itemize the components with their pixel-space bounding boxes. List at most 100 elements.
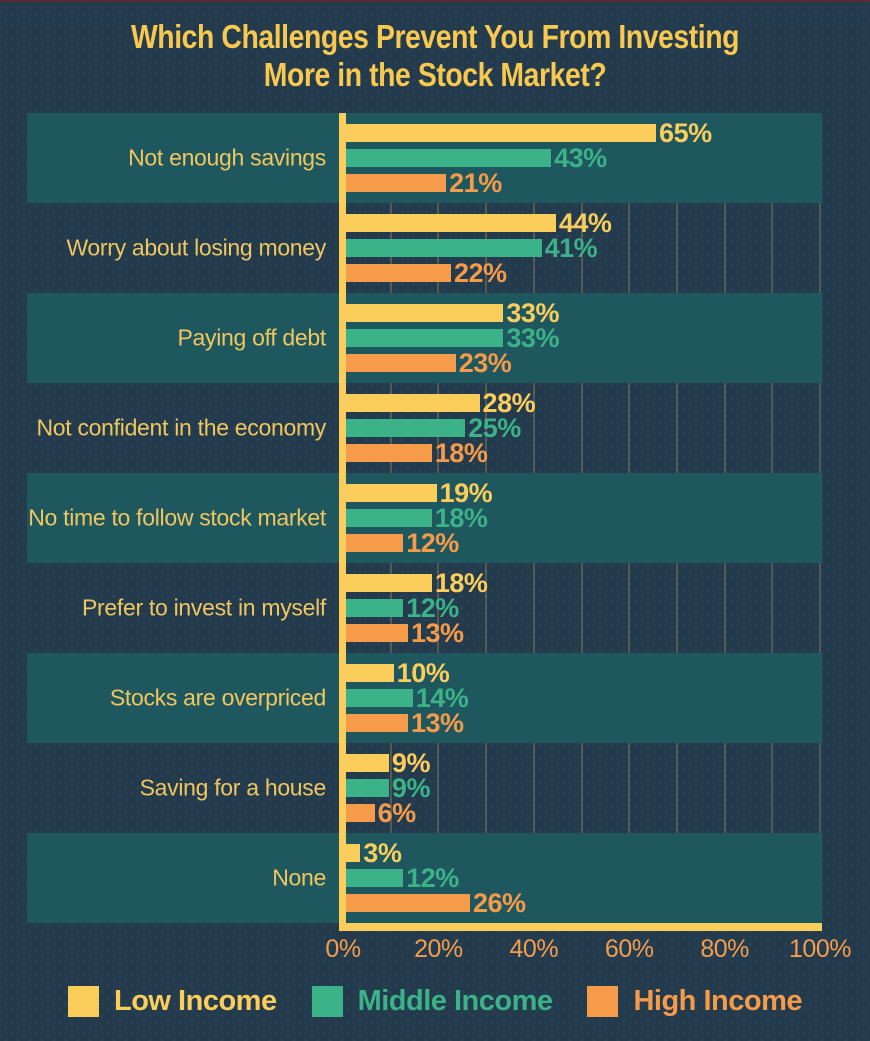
bar-value-label: 18% <box>434 502 488 533</box>
legend-swatch <box>311 985 343 1017</box>
category-label: No time to follow stock market <box>28 504 326 531</box>
bar-group: 3% 12% 26% <box>346 838 526 918</box>
plot-area: Not enough savings 65% 43% 21% Worry about l… <box>0 113 870 933</box>
bar-low-income <box>346 574 432 592</box>
chart-row: No time to follow stock market 19% 18% 12% <box>0 473 870 563</box>
bar-group: 19% 18% 12% <box>346 478 493 558</box>
bar-line: 12% <box>346 528 492 558</box>
bar-middle-income <box>346 329 504 347</box>
bar-value-label: 18% <box>434 567 488 598</box>
legend-item-high-income: High Income <box>587 985 802 1018</box>
chart-title: Which Challenges Prevent You From Invest… <box>61 18 809 94</box>
bar-line: 26% <box>346 888 526 918</box>
x-tick-label-80: 80% <box>700 935 749 963</box>
bar-group: 10% 14% 13% <box>346 658 469 738</box>
category-label: None <box>272 864 326 891</box>
bar-group: 44% 41% 22% <box>346 208 612 288</box>
bar-value-label: 43% <box>554 142 607 173</box>
legend-label: Middle Income <box>357 984 553 1017</box>
bar-value-label: 25% <box>468 412 521 443</box>
bar-line: 22% <box>346 258 611 288</box>
bar-group: 9% 9% 6% <box>346 748 430 828</box>
chart-row: Not confident in the economy 28% 25% 18% <box>0 383 870 473</box>
bar-low-income <box>346 124 657 142</box>
category-label: Not enough savings <box>128 144 326 171</box>
legend-swatch <box>68 985 99 1017</box>
bar-line: 28% <box>346 388 536 418</box>
bar-value-label: 19% <box>439 477 493 508</box>
legend-item-middle-income: Middle Income <box>311 984 553 1018</box>
chart-row: None 3% 12% 26% <box>0 833 870 923</box>
legend-item-low-income: Low Income <box>68 985 277 1018</box>
bar-middle-income <box>346 869 404 887</box>
row-band <box>27 653 822 743</box>
chart-row: Paying off debt 33% 33% 23% <box>0 293 870 383</box>
bar-value-label: 33% <box>506 297 559 328</box>
legend: Low Income Middle Income High Income <box>0 982 870 1020</box>
x-tick-label-20: 20% <box>414 935 463 963</box>
bar-middle-income <box>346 149 552 167</box>
bar-value-label: 22% <box>453 257 507 288</box>
bar-line: 33% <box>346 323 559 353</box>
bar-value-label: 26% <box>473 887 526 918</box>
bar-value-label: 65% <box>659 117 712 148</box>
chart-title-line-1: Which Challenges Prevent You From Invest… <box>130 18 740 55</box>
bar-line: 9% <box>346 773 430 803</box>
bar-value-label: 9% <box>391 772 431 803</box>
chart-row: Stocks are overpriced 10% 14% 13% <box>0 653 870 743</box>
x-tick-label-0: 0% <box>325 935 361 963</box>
bar-value-label: 41% <box>544 232 598 263</box>
bar-middle-income <box>346 779 389 797</box>
chart-row: Saving for a house 9% 9% 6% <box>0 743 870 833</box>
bar-line: 44% <box>346 208 612 238</box>
chart-row: Not enough savings 65% 43% 21% <box>0 113 870 203</box>
bar-value-label: 28% <box>482 387 536 418</box>
chart-row: Prefer to invest in myself 18% 12% 13% <box>0 563 870 653</box>
bar-line: 9% <box>346 748 430 778</box>
bar-high-income <box>346 444 432 462</box>
bar-middle-income <box>346 419 466 437</box>
chart-row: Worry about losing money 44% 41% 22% <box>0 203 870 293</box>
bar-line: 41% <box>346 233 611 263</box>
category-label: Paying off debt <box>177 324 326 351</box>
bar-line: 14% <box>346 683 469 713</box>
bar-value-label: 13% <box>411 617 464 648</box>
bar-low-income <box>346 304 504 322</box>
bar-line: 18% <box>346 503 492 533</box>
bar-value-label: 12% <box>406 527 459 558</box>
bar-low-income <box>346 484 437 502</box>
bar-value-label: 6% <box>377 797 417 828</box>
x-axis-line <box>339 923 822 931</box>
bar-value-label: 13% <box>411 707 464 738</box>
bar-high-income <box>346 804 375 822</box>
bar-high-income <box>346 354 456 372</box>
bar-value-label: 44% <box>558 207 612 238</box>
y-axis-line <box>339 113 346 931</box>
category-label: Stocks are overpriced <box>109 684 326 711</box>
bar-value-label: 3% <box>363 837 402 868</box>
bar-value-label: 12% <box>406 862 459 893</box>
bar-line: 18% <box>346 568 488 598</box>
bar-value-label: 21% <box>449 167 502 198</box>
bar-high-income <box>346 174 447 192</box>
category-label: Not confident in the economy <box>36 414 327 441</box>
chart-rows: Not enough savings 65% 43% 21% Worry about l… <box>0 113 870 923</box>
bar-value-label: 14% <box>415 682 469 713</box>
bar-value-label: 12% <box>406 592 459 623</box>
bar-value-label: 9% <box>391 747 431 778</box>
bar-middle-income <box>346 689 413 707</box>
category-label: Prefer to invest in myself <box>81 594 326 621</box>
x-tick-label-100: 100% <box>789 935 851 963</box>
bar-line: 25% <box>346 413 535 443</box>
bar-line: 13% <box>346 618 487 648</box>
bar-group: 65% 43% 21% <box>346 118 712 198</box>
bar-middle-income <box>346 239 542 257</box>
bar-value-label: 10% <box>396 657 450 688</box>
category-label: Worry about losing money <box>66 234 326 261</box>
bar-group: 33% 33% 23% <box>346 298 559 378</box>
category-label: Saving for a house <box>139 774 327 801</box>
bar-line: 3% <box>346 838 526 868</box>
bar-line: 65% <box>346 118 712 148</box>
bar-group: 28% 25% 18% <box>346 388 536 468</box>
